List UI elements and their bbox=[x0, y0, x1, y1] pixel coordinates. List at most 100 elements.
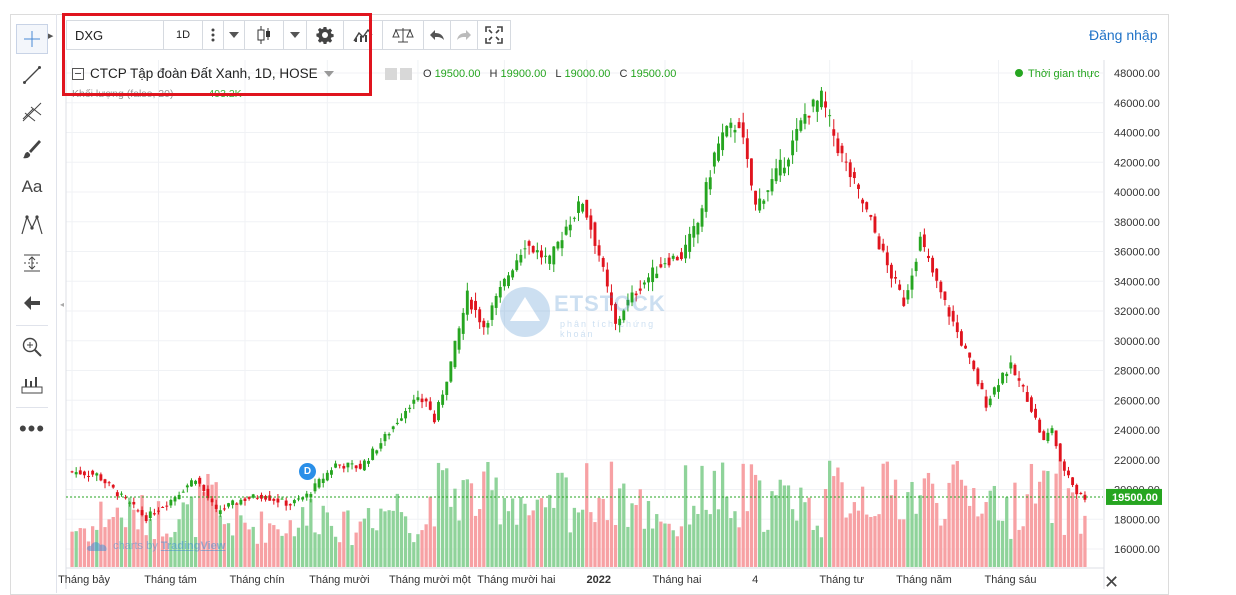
volume-bars bbox=[70, 460, 1087, 567]
measure-icon[interactable] bbox=[16, 248, 48, 278]
candle-body bbox=[556, 241, 560, 249]
fullscreen-icon[interactable] bbox=[478, 20, 511, 50]
toolbar-expand-icon[interactable]: ▶ bbox=[48, 33, 54, 40]
candle-body bbox=[848, 162, 852, 178]
candle-body bbox=[1005, 373, 1009, 377]
candle-body bbox=[766, 190, 770, 192]
ruler-icon[interactable] bbox=[16, 370, 48, 400]
candle-body bbox=[618, 318, 622, 326]
candle-body bbox=[457, 328, 461, 350]
candle-body bbox=[939, 281, 943, 293]
volume-bar bbox=[115, 507, 119, 567]
legend-hide-icon[interactable] bbox=[385, 68, 397, 80]
trend-line-icon[interactable] bbox=[16, 60, 48, 90]
volume-bar bbox=[1000, 520, 1005, 567]
volume-bar bbox=[1054, 473, 1058, 567]
series-legend[interactable]: CTCP Tập đoàn Đất Xanh, 1D, HOSE bbox=[72, 66, 334, 81]
symbol-input[interactable]: DXG bbox=[66, 20, 164, 50]
candle-style-icon[interactable] bbox=[245, 20, 284, 50]
candle-body bbox=[502, 278, 506, 287]
volume-bar bbox=[634, 504, 638, 567]
undo-icon[interactable] bbox=[424, 20, 451, 50]
volume-bar bbox=[762, 531, 766, 567]
volume-bar bbox=[729, 518, 733, 567]
volume-bar bbox=[646, 501, 651, 567]
candle-body bbox=[692, 226, 696, 238]
candle-body bbox=[791, 140, 795, 156]
candle-body bbox=[873, 216, 877, 233]
volume-bar bbox=[819, 537, 824, 567]
close-icon[interactable]: ✕ bbox=[1104, 572, 1120, 592]
candle-body bbox=[87, 475, 90, 477]
volume-bar bbox=[1029, 463, 1034, 567]
candle-body bbox=[202, 484, 206, 492]
candle-body bbox=[218, 510, 222, 515]
tradingview-logo[interactable]: charts by TradingView bbox=[86, 540, 225, 552]
fib-icon[interactable] bbox=[16, 97, 48, 127]
candle-body bbox=[927, 255, 930, 259]
candle-body bbox=[453, 340, 457, 368]
candle-body bbox=[741, 122, 745, 138]
time-tick-label: Tháng chín bbox=[229, 574, 284, 586]
zoom-icon[interactable] bbox=[16, 332, 48, 362]
candle-body bbox=[379, 443, 383, 449]
chart-style-dropdown-icon[interactable] bbox=[284, 20, 307, 50]
interval-button[interactable]: 1D bbox=[164, 20, 203, 50]
volume-bar bbox=[659, 521, 663, 567]
brush-icon[interactable] bbox=[16, 134, 48, 164]
compare-scale-icon[interactable] bbox=[383, 20, 424, 50]
interval-dropdown-icon[interactable] bbox=[224, 20, 245, 50]
candle-body bbox=[465, 290, 469, 315]
volume-bar bbox=[1066, 488, 1071, 567]
candle-body bbox=[1071, 477, 1075, 486]
candle-body bbox=[478, 309, 482, 323]
legend-dropdown-icon[interactable] bbox=[323, 70, 334, 77]
realtime-dot-icon bbox=[1015, 69, 1023, 77]
volume-bar bbox=[300, 507, 305, 567]
volume-bar bbox=[828, 460, 832, 567]
volume-bar bbox=[708, 514, 712, 567]
candle-body bbox=[795, 128, 799, 141]
legend-actions[interactable] bbox=[385, 68, 412, 80]
candle-body bbox=[383, 434, 387, 442]
low-value: 19000.00 bbox=[564, 68, 611, 80]
volume-bar bbox=[782, 485, 787, 567]
legend-settings-icon[interactable] bbox=[400, 68, 412, 80]
candle-body bbox=[918, 236, 922, 251]
candle-body bbox=[74, 472, 78, 475]
collapse-legend-icon[interactable] bbox=[72, 67, 84, 80]
candle-body bbox=[222, 508, 226, 510]
redo-icon[interactable] bbox=[451, 20, 478, 50]
candle-body bbox=[778, 159, 782, 176]
crosshair-icon[interactable] bbox=[16, 24, 48, 54]
more-icon[interactable]: ••• bbox=[18, 416, 46, 441]
candle-body bbox=[733, 129, 737, 133]
volume-bar bbox=[379, 508, 383, 567]
volume-bar bbox=[107, 519, 111, 567]
volume-bar bbox=[790, 509, 795, 567]
candle-body bbox=[597, 245, 601, 256]
candle-body bbox=[679, 252, 683, 259]
highlight-box bbox=[62, 13, 372, 96]
candle-body bbox=[984, 396, 988, 408]
interval-more-icon[interactable] bbox=[203, 20, 224, 50]
candle-body bbox=[824, 101, 827, 108]
volume-bar bbox=[609, 461, 614, 567]
settings-gear-icon[interactable] bbox=[307, 20, 344, 50]
indicators-icon[interactable] bbox=[344, 20, 383, 50]
text-icon[interactable]: Aa bbox=[21, 177, 43, 196]
pattern-icon[interactable] bbox=[16, 210, 48, 240]
volume-bar bbox=[930, 483, 935, 567]
panel-resize-handle[interactable]: ◂ bbox=[60, 300, 65, 309]
login-link[interactable]: Đăng nhập bbox=[1089, 27, 1158, 43]
dividend-event-marker[interactable]: D bbox=[299, 463, 316, 480]
candle-body bbox=[1013, 364, 1017, 376]
volume-bar bbox=[412, 542, 416, 567]
volume-bar bbox=[889, 495, 894, 567]
candle-body bbox=[667, 257, 671, 266]
candle-body bbox=[955, 322, 959, 333]
series-title: CTCP Tập đoàn Đất Xanh, 1D, HOSE bbox=[90, 66, 318, 81]
arrow-back-icon[interactable] bbox=[16, 288, 48, 318]
candle-body bbox=[671, 255, 675, 259]
